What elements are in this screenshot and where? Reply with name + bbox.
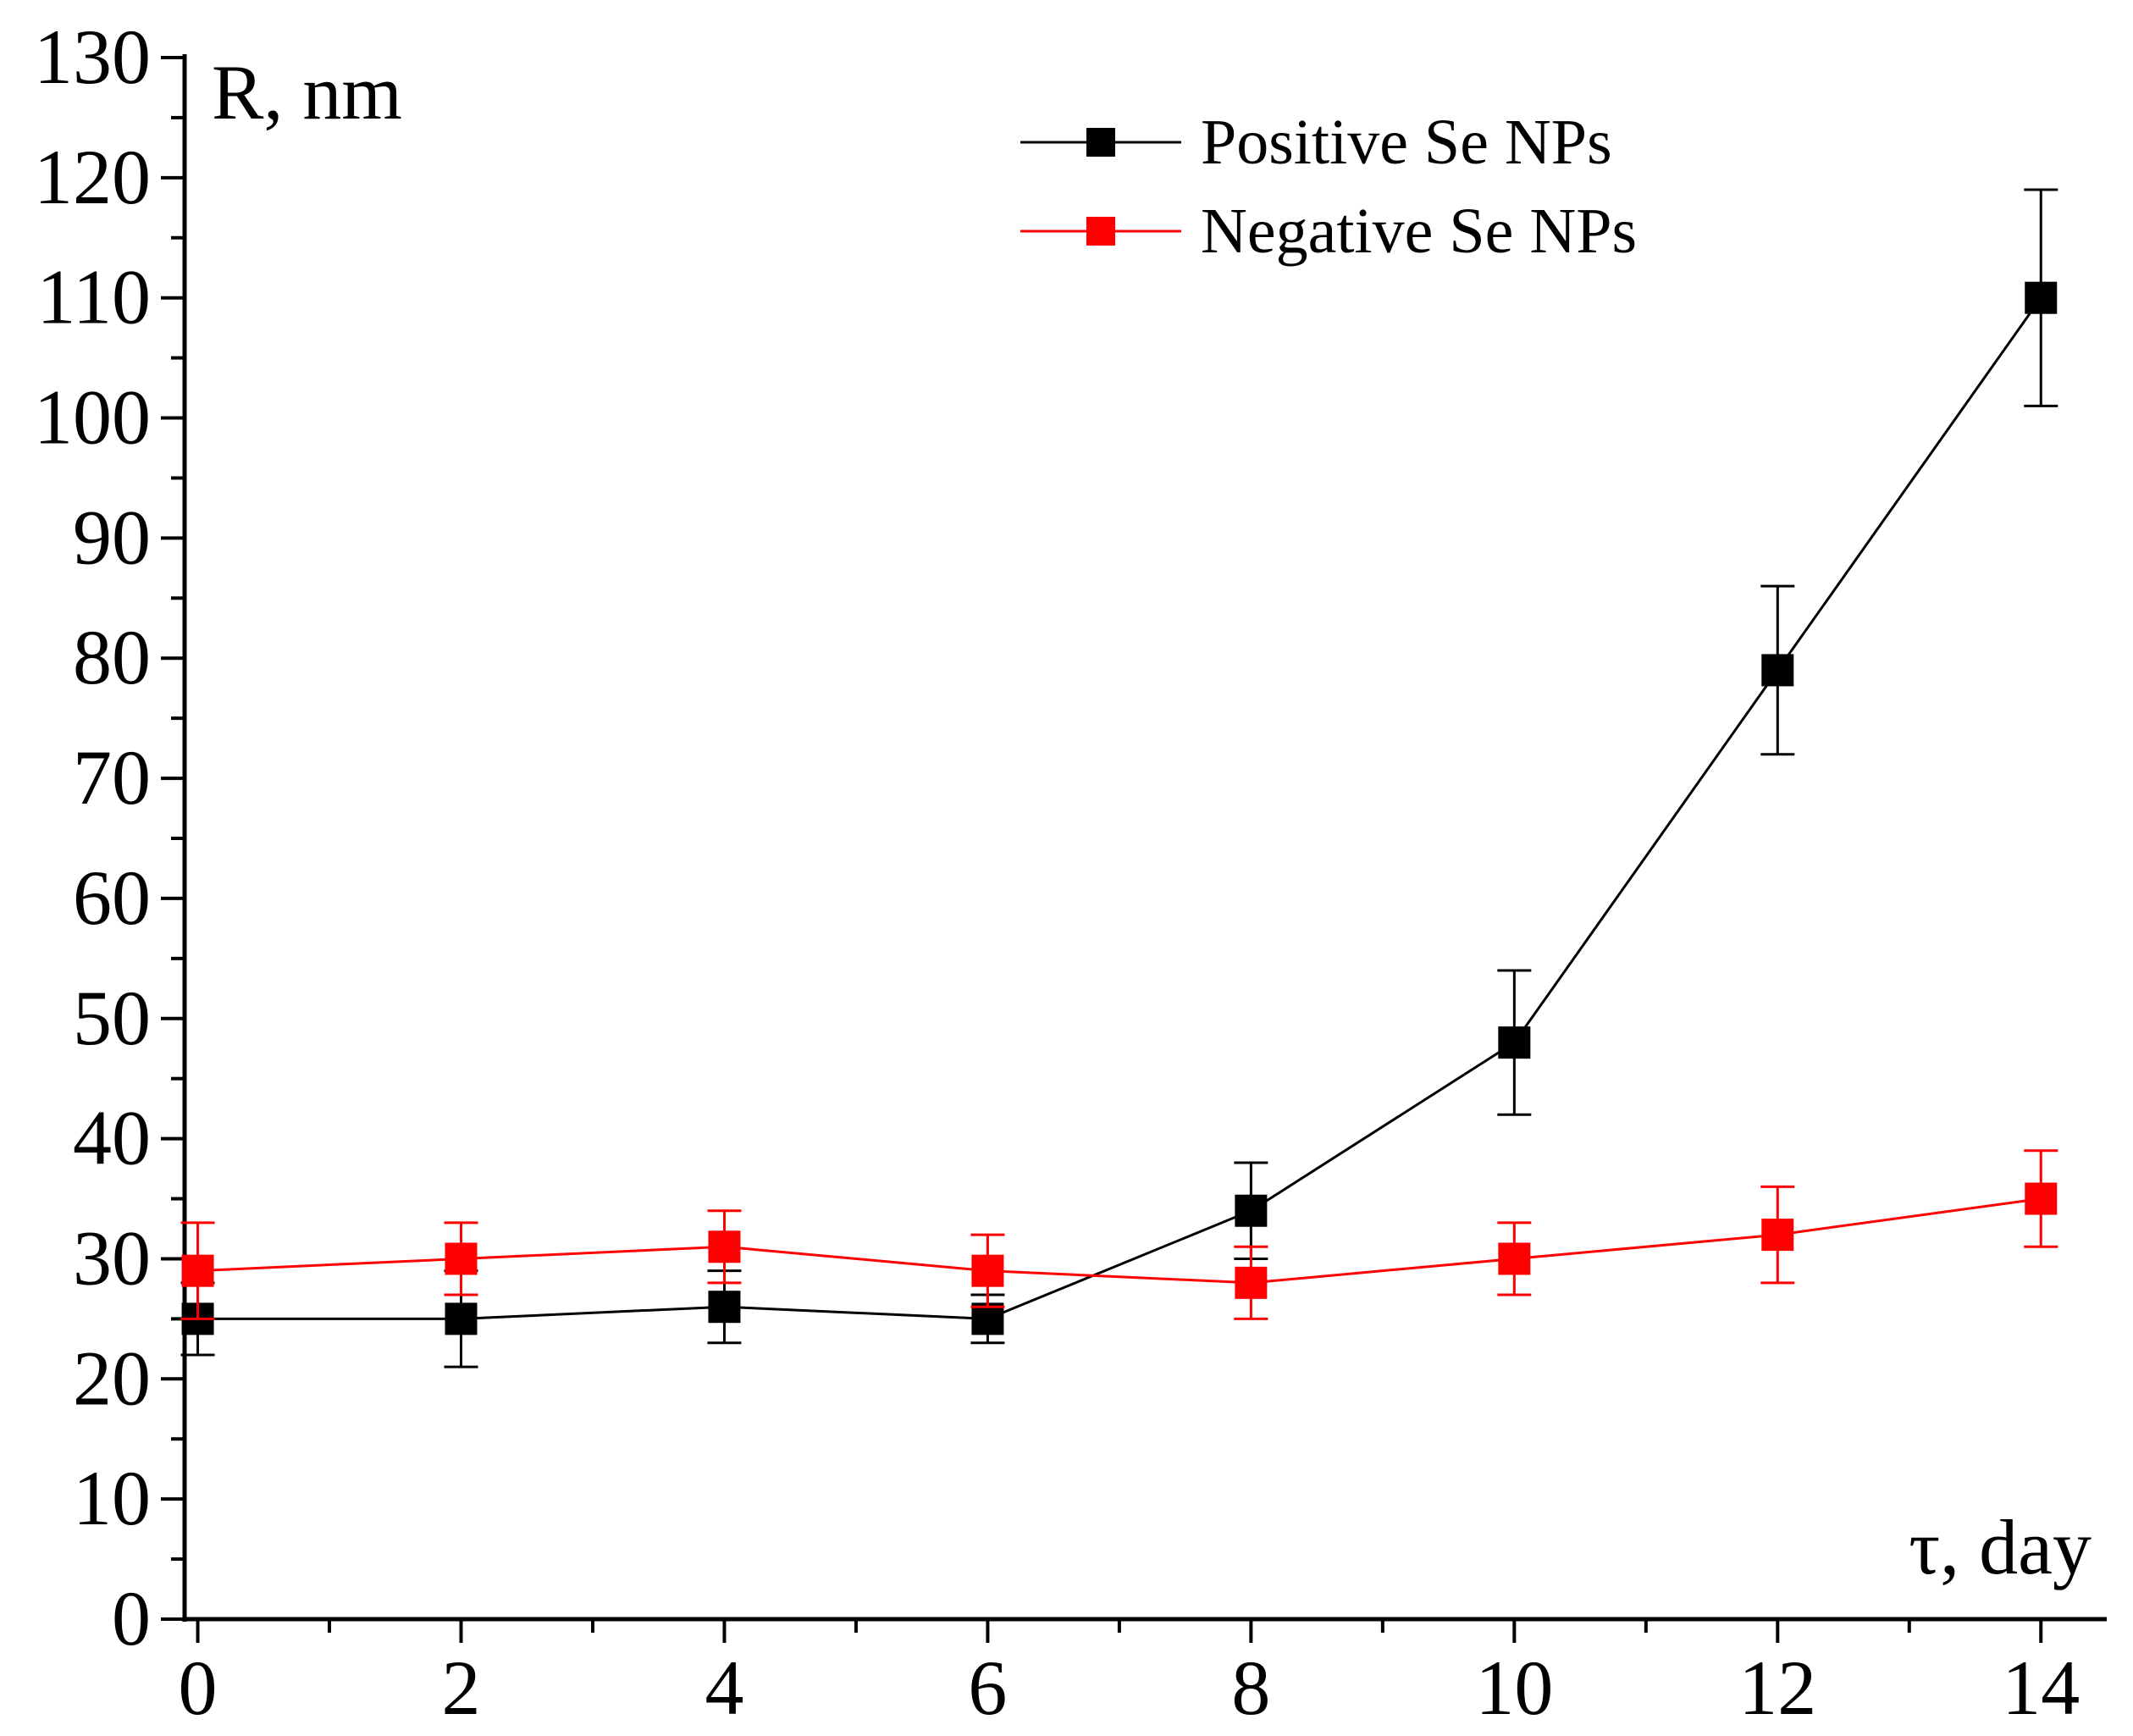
y-tick-label: 110 [36, 254, 151, 340]
data-point [1761, 1219, 1794, 1252]
data-point [1235, 1194, 1268, 1227]
series-line [197, 1197, 2042, 1285]
data-point [2025, 281, 2058, 314]
y-tick-label: 90 [73, 494, 151, 580]
y-tick-label: 60 [73, 854, 151, 941]
series-positive [180, 188, 2058, 1368]
data-point [1235, 1266, 1268, 1299]
x-tick-label: 8 [1231, 1645, 1270, 1731]
legend-label: Negative Se NPs [1201, 196, 1637, 267]
x-tick-label: 6 [968, 1645, 1007, 1731]
y-axis-title: R, nm [212, 49, 402, 135]
y-tick-label: 50 [73, 975, 151, 1061]
legend-item-positive: Positive Se NPs [1020, 107, 1612, 178]
axes [182, 54, 2107, 1622]
legend-item-negative: Negative Se NPs [1020, 196, 1637, 267]
legend-marker [1086, 217, 1115, 246]
data-point [708, 1230, 741, 1263]
legend-label: Positive Se NPs [1201, 107, 1612, 178]
y-tick-label: 30 [73, 1214, 151, 1301]
x-tick-label: 12 [1738, 1645, 1816, 1731]
series-negative [180, 1149, 2058, 1320]
y-tick-label: 100 [34, 374, 151, 461]
legend: Positive Se NPs Negative Se NPs [1020, 107, 1637, 267]
x-tick-label: 4 [705, 1645, 743, 1731]
data-point [445, 1242, 478, 1275]
y-tick-label: 70 [73, 734, 151, 821]
x-tick-label: 2 [442, 1645, 481, 1731]
data-point [1761, 654, 1794, 687]
data-point [181, 1254, 214, 1287]
y-tick-label: 120 [34, 134, 151, 220]
data-point [971, 1254, 1004, 1287]
x-tick-label: 0 [179, 1645, 218, 1731]
y-tick-label: 130 [34, 14, 151, 100]
y-tick-label: 20 [73, 1335, 151, 1421]
ticks: 0 10 20 30 40 50 60 70 80 90 100 110 120 130 0 2 4 6 8 10 12… [34, 14, 2080, 1731]
data-point [1498, 1026, 1531, 1059]
y-tick-label: 80 [73, 614, 151, 700]
data-point [445, 1302, 478, 1335]
data-point [971, 1302, 1004, 1335]
series-line [197, 296, 2042, 1320]
y-tick-label: 40 [73, 1095, 151, 1181]
x-tick-label: 10 [1475, 1645, 1553, 1731]
x-axis-title: τ, day [1909, 1504, 2092, 1590]
y-tick-label: 10 [73, 1455, 151, 1541]
data-point [708, 1291, 741, 1324]
legend-marker [1086, 128, 1115, 157]
y-tick-label: 0 [112, 1575, 151, 1661]
x-tick-label: 14 [2002, 1645, 2080, 1731]
series-layer [180, 188, 2058, 1368]
data-point [1498, 1242, 1531, 1275]
data-point [2025, 1182, 2058, 1215]
